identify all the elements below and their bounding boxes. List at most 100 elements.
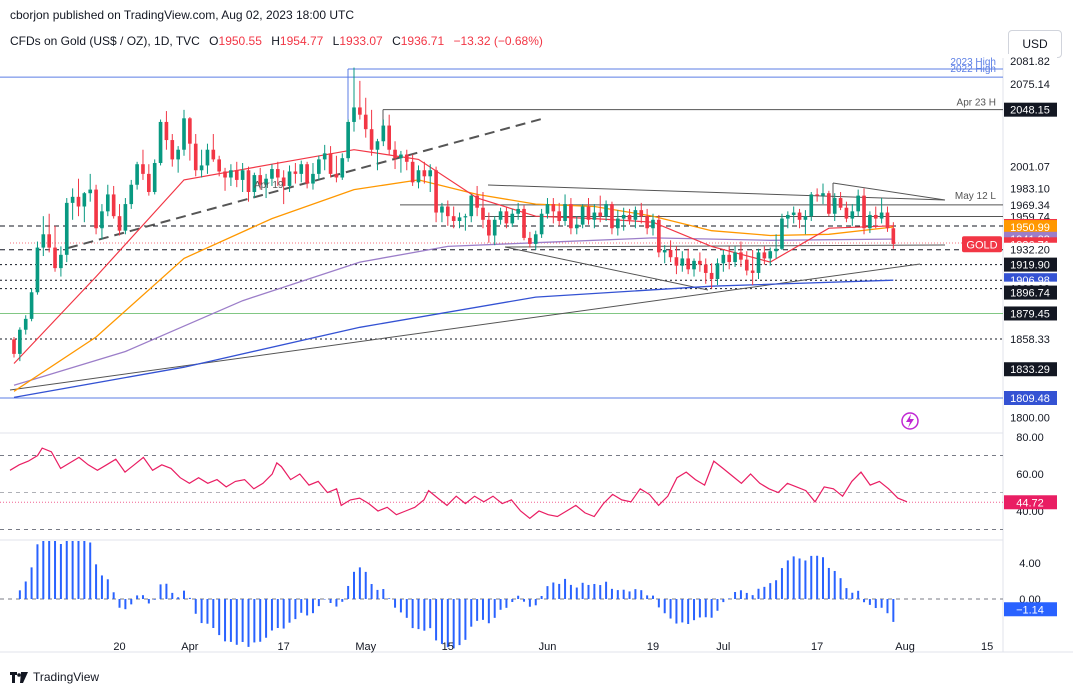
candle-body: [70, 196, 75, 203]
price-label: 1941.28: [1004, 231, 1057, 246]
candle-body: [76, 196, 81, 207]
macd-tick-label: 4.00: [1019, 558, 1040, 570]
candle-body: [698, 260, 702, 265]
candle-body: [533, 234, 538, 244]
candle-body: [475, 195, 479, 208]
candle-body: [305, 164, 309, 184]
time-tick-label: Jun: [539, 641, 557, 653]
candle-body: [211, 149, 216, 160]
candle-body: [580, 206, 585, 225]
candle-body: [199, 165, 204, 171]
svg-text:2001.07: 2001.07: [1010, 162, 1050, 174]
candle-body: [229, 170, 233, 178]
candle-body: [744, 259, 749, 271]
candle-body: [703, 264, 708, 273]
time-tick-label: 15: [981, 641, 993, 653]
candle-body: [709, 272, 714, 279]
candle-body: [721, 254, 726, 264]
svg-text:GOLD: GOLD: [966, 239, 997, 251]
candle-body: [873, 214, 878, 219]
candle-body: [275, 169, 280, 178]
trend-lines: [9, 117, 946, 391]
svg-text:2075.14: 2075.14: [1010, 79, 1050, 91]
candle-body: [692, 260, 696, 270]
svg-text:1906.98: 1906.98: [1010, 275, 1050, 287]
candle-body: [522, 208, 526, 238]
candle-body: [604, 204, 608, 217]
ema50-line: [13, 179, 894, 392]
symbol-tag: GOLD: [962, 236, 1002, 253]
candle-body: [539, 213, 544, 235]
price-tick-label: 1800.00: [1010, 412, 1050, 424]
candle-body: [270, 169, 274, 179]
svg-text:1879.45: 1879.45: [1010, 308, 1050, 320]
svg-text:1809.48: 1809.48: [1010, 393, 1050, 405]
candle-body: [293, 171, 298, 174]
symbol-legend: CFDs on Gold (US$ / OZ), 1D, TVC O1950.5…: [10, 34, 543, 48]
candle-body: [334, 173, 339, 178]
candle-body: [791, 212, 796, 215]
candle-body: [164, 121, 169, 141]
horizontal-levels: [0, 68, 1003, 399]
svg-text:1941.28: 1941.28: [1010, 234, 1050, 246]
candle-body: [545, 204, 550, 214]
high-value: 1954.77: [279, 34, 324, 48]
candle-body: [762, 252, 767, 259]
candle-body: [258, 175, 263, 185]
time-tick-label: 20: [113, 641, 125, 653]
candle-body: [387, 125, 392, 150]
svg-text:1983.10: 1983.10: [1010, 183, 1050, 195]
time-tick-label: Jul: [716, 641, 730, 653]
rsi-tick-label: 80.00: [1016, 432, 1044, 444]
candle-body: [410, 161, 415, 183]
publisher-credit: cborjon published on TradingView.com, Au…: [10, 8, 355, 22]
candle-body: [158, 121, 163, 164]
candle-body: [598, 212, 603, 217]
candle-body: [610, 204, 614, 229]
candle-body: [311, 173, 315, 184]
candle-body: [94, 189, 98, 229]
lightning-icon: [901, 412, 919, 430]
currency-button[interactable]: USD: [1008, 30, 1062, 58]
price-label: 1900.00: [1004, 281, 1057, 296]
level-annotation: Apr 19: [254, 180, 284, 191]
candle-body: [715, 263, 720, 279]
candle-body: [516, 208, 520, 214]
price-label: 2001.07: [1004, 159, 1057, 174]
candle-body: [82, 193, 87, 207]
candle-body: [832, 198, 837, 214]
candle-body: [18, 329, 22, 354]
candle-body: [645, 216, 649, 229]
candle-body: [346, 121, 350, 159]
candle-body: [662, 249, 667, 253]
candle-body: [393, 149, 397, 159]
candle-body: [445, 206, 450, 217]
candle-body: [510, 213, 515, 224]
level-annotation: 2023 High: [950, 57, 996, 68]
svg-text:2048.15: 2048.15: [1010, 105, 1050, 117]
rsi-last-label: 44.72: [1004, 495, 1057, 510]
price-label: 2075.14: [1004, 77, 1057, 92]
candle-body: [281, 177, 286, 186]
candle-body: [780, 218, 784, 249]
svg-text:1858.33: 1858.33: [1010, 334, 1050, 346]
candle-body: [147, 173, 151, 193]
candle-body: [240, 170, 245, 180]
candle-body: [621, 214, 626, 219]
low-label: L: [332, 34, 340, 48]
svg-text:1833.29: 1833.29: [1010, 364, 1050, 376]
pane-separators: [0, 58, 1073, 653]
rsi-pane: [0, 447, 1003, 530]
candle-body: [786, 214, 790, 219]
tradingview-logo[interactable]: TradingView: [10, 670, 99, 684]
price-label: 1879.45: [1004, 306, 1057, 321]
price-label: 1969.34: [1004, 197, 1057, 212]
candle-body: [363, 114, 368, 130]
candle-body: [193, 143, 198, 171]
svg-text:44.72: 44.72: [1016, 497, 1044, 509]
candle-body: [739, 252, 743, 260]
candle-body: [774, 248, 778, 252]
candle-body: [399, 154, 403, 159]
candle-body: [317, 159, 321, 174]
